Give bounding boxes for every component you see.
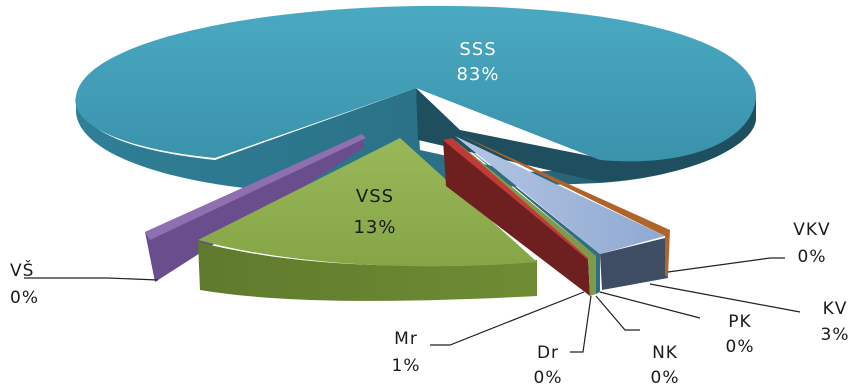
- label-pk-value: 0%: [726, 337, 755, 357]
- leader-nk: [595, 295, 640, 331]
- label-sss-value: 83%: [456, 64, 499, 85]
- slice-vss: [198, 138, 537, 267]
- slice-mr: [443, 140, 590, 296]
- slice-vss-side: [198, 242, 537, 301]
- label-pk-name: PK: [728, 312, 751, 332]
- label-vkv: VKV 0%: [793, 220, 830, 267]
- label-nk-name: NK: [652, 343, 678, 363]
- label-vs-value: 0%: [10, 288, 39, 308]
- label-dr-name: Dr: [537, 343, 559, 363]
- label-dr-value: 0%: [534, 368, 563, 385]
- label-kv: KV 3%: [821, 299, 850, 345]
- leader-kv: [649, 283, 801, 313]
- slice-vs-top: [145, 134, 366, 240]
- label-sss-name: SSS: [459, 39, 496, 60]
- label-nk-value: 0%: [651, 368, 680, 385]
- label-dr: Dr 0%: [534, 343, 563, 385]
- label-vkv-value: 0%: [798, 247, 827, 267]
- leader-vs: [24, 277, 159, 281]
- label-nk: NK 0%: [651, 343, 680, 385]
- slice-sss: [75, 5, 757, 162]
- label-vss-name: VSS: [356, 186, 394, 207]
- slice-sss-side: [76, 88, 756, 194]
- label-vss: VSS 13%: [353, 186, 396, 238]
- leader-vkv: [667, 257, 785, 273]
- label-mr: Mr 1%: [392, 329, 421, 376]
- leader-pk: [599, 291, 701, 319]
- label-mr-value: 1%: [392, 356, 421, 376]
- label-kv-name: KV: [823, 299, 848, 319]
- label-pk: PK 0%: [726, 312, 755, 357]
- label-vss-value: 13%: [353, 217, 396, 238]
- label-sss: SSS 83%: [456, 39, 499, 85]
- label-vs-name: VŠ: [10, 259, 34, 281]
- label-vs: VŠ 0%: [10, 259, 39, 308]
- label-kv-value: 3%: [821, 325, 850, 345]
- slice-kv-side: [600, 238, 668, 290]
- leader-dr: [570, 295, 592, 353]
- slice-kv: [455, 136, 665, 254]
- leader-mr: [430, 291, 585, 346]
- label-mr-name: Mr: [394, 329, 418, 349]
- label-vkv-name: VKV: [793, 220, 830, 240]
